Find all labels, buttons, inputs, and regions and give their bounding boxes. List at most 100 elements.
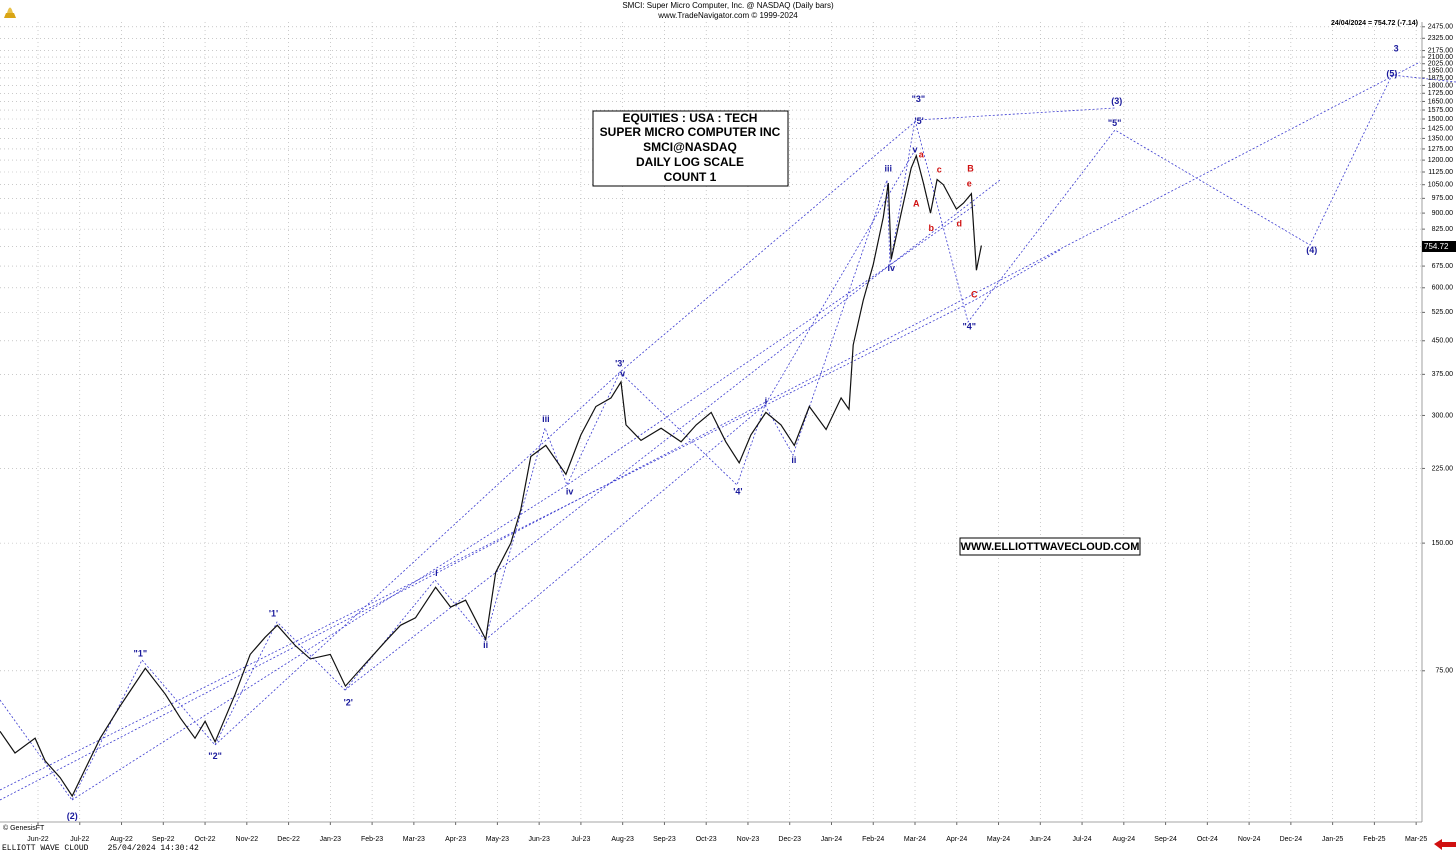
x-tick-label: Aug-24 bbox=[1113, 836, 1136, 843]
wave-label: "1" bbox=[134, 649, 148, 659]
wave-label: "3" bbox=[912, 94, 926, 104]
x-tick-label: Oct-23 bbox=[696, 836, 717, 843]
last-quote: 24/04/2024 = 754.72 (-7.14) bbox=[1331, 20, 1418, 27]
x-tick-label: Feb-23 bbox=[361, 836, 383, 843]
channel-line bbox=[71, 204, 976, 801]
x-tick-label: Sep-23 bbox=[653, 836, 676, 843]
x-tick-label: May-24 bbox=[987, 836, 1010, 843]
channel-line bbox=[0, 61, 1421, 801]
wave-label: d bbox=[957, 219, 963, 229]
x-tick-label: Jun-23 bbox=[528, 836, 550, 843]
y-tick-label: 1950.00 bbox=[1428, 68, 1453, 75]
wave-label: iii bbox=[542, 414, 550, 424]
wave-label: '2' bbox=[344, 697, 353, 707]
y-tick-label: 450.00 bbox=[1432, 338, 1454, 345]
y-tick-label: 1425.00 bbox=[1428, 125, 1453, 132]
x-tick-label: Mar-23 bbox=[403, 836, 425, 843]
x-tick-label: Dec-22 bbox=[277, 836, 300, 843]
scroll-arrow bbox=[1434, 839, 1456, 850]
wave-label: b bbox=[929, 223, 935, 233]
info-line: SUPER MICRO COMPUTER INC bbox=[600, 125, 781, 139]
x-tick-label: Nov-23 bbox=[737, 836, 760, 843]
y-tick-label: 225.00 bbox=[1432, 465, 1454, 472]
last-price-tag bbox=[1422, 241, 1456, 252]
wave-label: v bbox=[620, 369, 625, 379]
website: WWW.ELLIOTTWAVECLOUD.COM bbox=[961, 541, 1140, 553]
y-tick-label: 675.00 bbox=[1432, 263, 1454, 270]
y-tick-label: 1500.00 bbox=[1428, 116, 1453, 123]
wave-label: iv bbox=[566, 486, 574, 496]
y-tick-label: 1875.00 bbox=[1428, 75, 1453, 82]
price-line bbox=[0, 153, 982, 798]
wave-label: C bbox=[971, 289, 978, 299]
y-tick-label: 1650.00 bbox=[1428, 98, 1453, 105]
info-box bbox=[592, 110, 789, 187]
x-tick-label: Nov-22 bbox=[236, 836, 259, 843]
wave-label: (2) bbox=[67, 811, 78, 821]
wave-path bbox=[0, 74, 1456, 801]
x-tick-label: Sep-22 bbox=[152, 836, 175, 843]
wave-label: ii bbox=[483, 640, 488, 650]
channel-line bbox=[484, 149, 916, 641]
y-tick-label: 2325.00 bbox=[1428, 35, 1453, 42]
wave-label: (5) bbox=[1386, 69, 1397, 79]
y-tick-label: 1725.00 bbox=[1428, 90, 1453, 97]
x-tick-label: Jul-24 bbox=[1073, 836, 1092, 843]
x-tick-label: Oct-22 bbox=[195, 836, 216, 843]
x-tick-label: Feb-25 bbox=[1363, 836, 1385, 843]
wave-label: i bbox=[435, 568, 438, 578]
x-tick-label: May-23 bbox=[486, 836, 509, 843]
x-tick-label: Feb-24 bbox=[862, 836, 884, 843]
y-tick-label: 600.00 bbox=[1432, 285, 1454, 292]
y-tick-label: 1800.00 bbox=[1428, 82, 1453, 89]
x-tick-label: Apr-24 bbox=[946, 836, 967, 843]
x-tick-label: Jun-22 bbox=[27, 836, 49, 843]
y-tick-label: 75.00 bbox=[1435, 668, 1453, 675]
wave-label: A bbox=[913, 199, 920, 209]
y-tick-label: 1575.00 bbox=[1428, 107, 1453, 114]
y-tick-label: 375.00 bbox=[1432, 371, 1454, 378]
y-tick-label: 300.00 bbox=[1432, 412, 1454, 419]
footer: ELLIOTT WAVE CLOUD 25/04/2024 14:30:42 bbox=[2, 844, 199, 853]
x-tick-label: Jan-23 bbox=[320, 836, 342, 843]
y-tick-label: 2025.00 bbox=[1428, 61, 1453, 68]
wave-label: iv bbox=[887, 263, 895, 273]
wave-label: '4' bbox=[733, 486, 742, 496]
last-price-label: 754.72 bbox=[1424, 242, 1449, 251]
y-tick-label: 1200.00 bbox=[1428, 157, 1453, 164]
wave-label: '5' bbox=[915, 116, 924, 126]
x-tick-label: Apr-23 bbox=[445, 836, 466, 843]
y-tick-label: 2100.00 bbox=[1428, 54, 1453, 61]
wave-label: ii bbox=[791, 455, 796, 465]
credit: © GenesisFT bbox=[3, 824, 45, 832]
x-tick-label: Sep-24 bbox=[1154, 836, 1177, 843]
wave-label: "2" bbox=[208, 751, 222, 761]
y-tick-label: 1275.00 bbox=[1428, 146, 1453, 153]
plot-area: (2)"1""2"'1''2'iiiiiiiv'3'v'4'iiiiiiivv"… bbox=[0, 43, 1399, 821]
wave-label: 3 bbox=[1394, 43, 1399, 53]
wave-label: c bbox=[937, 165, 942, 175]
wave-label: (3) bbox=[1111, 96, 1122, 106]
wave-label: e bbox=[967, 178, 972, 188]
x-tick-label: Jul-22 bbox=[70, 836, 89, 843]
y-tick-label: 525.00 bbox=[1432, 309, 1454, 316]
y-tick-label: 975.00 bbox=[1432, 195, 1454, 202]
x-tick-label: Dec-23 bbox=[778, 836, 801, 843]
y-tick-label: 1125.00 bbox=[1428, 169, 1453, 176]
y-tick-label: 2475.00 bbox=[1428, 24, 1453, 31]
wave-label: B bbox=[967, 163, 974, 173]
y-tick-label: 2175.00 bbox=[1428, 47, 1453, 54]
x-tick-label: Jul-23 bbox=[571, 836, 590, 843]
x-tick-label: Jun-24 bbox=[1030, 836, 1052, 843]
logo bbox=[4, 7, 16, 18]
grid: 2475.00 2325.00 2175.002100.002025.001950.… bbox=[0, 22, 1453, 843]
info-line: DAILY LOG SCALE bbox=[636, 155, 744, 169]
wave-label: '1' bbox=[269, 609, 278, 619]
x-tick-label: Aug-23 bbox=[611, 836, 634, 843]
info-line: COUNT 1 bbox=[664, 170, 717, 184]
wave-label: a bbox=[919, 149, 925, 159]
wave-label: '3' bbox=[615, 359, 624, 369]
x-tick-label: Mar-24 bbox=[904, 836, 926, 843]
wave-lines bbox=[0, 61, 1456, 801]
